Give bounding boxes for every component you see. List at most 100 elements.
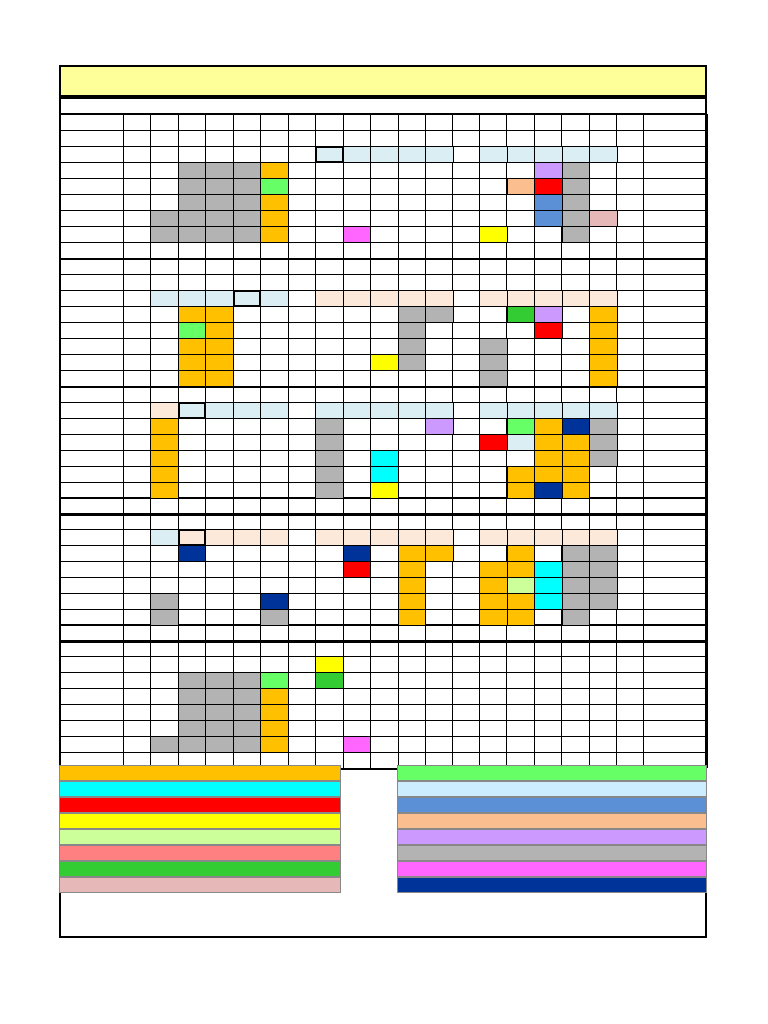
gray-cell bbox=[562, 210, 590, 227]
yellow-cell bbox=[479, 226, 508, 243]
gray-cell bbox=[205, 704, 234, 721]
orange-cell bbox=[260, 688, 289, 705]
row-line bbox=[59, 258, 707, 259]
orange-cell bbox=[205, 306, 234, 323]
orange-cell bbox=[534, 434, 563, 451]
weekday-header-cell bbox=[260, 290, 289, 307]
row-line bbox=[59, 736, 707, 737]
legend-swatch-left bbox=[59, 845, 341, 861]
gray-cell bbox=[233, 736, 261, 753]
col-line bbox=[479, 114, 480, 258]
orange-cell bbox=[534, 450, 563, 467]
col-line bbox=[506, 114, 507, 258]
row-line bbox=[59, 226, 707, 227]
col-line bbox=[123, 497, 124, 641]
gray-cell bbox=[150, 736, 179, 753]
col-line bbox=[643, 370, 644, 514]
gray-cell bbox=[315, 482, 344, 499]
gray-cell bbox=[178, 720, 206, 737]
weekday-header-cell bbox=[370, 146, 399, 163]
col-line bbox=[150, 114, 151, 258]
orange-cell bbox=[534, 466, 563, 483]
gray-cell bbox=[233, 688, 261, 705]
col-line bbox=[643, 624, 644, 768]
weekday-header-cell bbox=[233, 529, 261, 546]
col-line bbox=[315, 258, 316, 386]
row-line bbox=[59, 561, 707, 562]
orange-cell bbox=[178, 370, 206, 387]
gray-cell bbox=[589, 418, 618, 435]
gray-cell bbox=[205, 720, 234, 737]
col-line bbox=[643, 497, 644, 641]
orange-cell bbox=[507, 609, 535, 626]
col-line bbox=[398, 370, 399, 514]
col-line bbox=[398, 114, 399, 258]
orange-cell bbox=[562, 466, 590, 483]
orange-cell bbox=[589, 354, 618, 371]
gray-cell bbox=[562, 545, 590, 562]
col-line bbox=[315, 497, 316, 641]
col-line bbox=[370, 624, 371, 768]
gray-cell bbox=[589, 593, 618, 610]
gray-cell bbox=[589, 450, 618, 467]
legend-swatch-left bbox=[59, 813, 341, 829]
navy-cell bbox=[343, 545, 371, 562]
gray-cell bbox=[205, 210, 234, 227]
gray-cell bbox=[178, 194, 206, 211]
legend-swatch-right bbox=[397, 797, 707, 813]
green-cell bbox=[260, 672, 289, 689]
col-line bbox=[123, 370, 124, 514]
col-line bbox=[425, 624, 426, 768]
col-line bbox=[479, 258, 480, 386]
gray-cell bbox=[398, 354, 426, 371]
col-line bbox=[178, 497, 179, 641]
blue-cell bbox=[534, 210, 563, 227]
gray-cell bbox=[479, 370, 508, 387]
weekday-header-cell bbox=[260, 402, 289, 419]
legend-swatch-right bbox=[397, 765, 707, 781]
col-line bbox=[452, 624, 453, 768]
sheet-title-band bbox=[59, 65, 707, 97]
col-line bbox=[288, 370, 289, 514]
gray-cell bbox=[178, 226, 206, 243]
gray-cell bbox=[479, 338, 508, 355]
gray-cell bbox=[315, 434, 344, 451]
col-line bbox=[59, 258, 60, 386]
orange-cell bbox=[534, 418, 563, 435]
weekday-header-cell bbox=[589, 290, 618, 307]
legend-swatch-right bbox=[397, 781, 707, 797]
gray-cell bbox=[562, 561, 590, 578]
col-line bbox=[150, 497, 151, 641]
orange-cell bbox=[398, 561, 426, 578]
weekday-header-cell bbox=[315, 529, 344, 546]
gray-cell bbox=[233, 704, 261, 721]
gray-cell bbox=[178, 672, 206, 689]
gray-cell bbox=[233, 178, 261, 195]
yellow-cell bbox=[315, 656, 344, 673]
gray-cell bbox=[398, 338, 426, 355]
col-line bbox=[315, 114, 316, 258]
navy-cell bbox=[534, 482, 563, 499]
col-line bbox=[425, 114, 426, 258]
weekday-header-cell bbox=[507, 402, 535, 419]
weekday-header-cell bbox=[507, 290, 535, 307]
legend-swatch-right bbox=[397, 861, 707, 877]
row-line bbox=[59, 752, 707, 753]
col-line bbox=[288, 497, 289, 641]
gray-cell bbox=[205, 672, 234, 689]
orange-cell bbox=[260, 194, 289, 211]
lightblue-cell bbox=[507, 434, 535, 451]
weekday-header-cell bbox=[205, 402, 234, 419]
gray-cell bbox=[479, 354, 508, 371]
orange-cell bbox=[507, 561, 535, 578]
gray-cell bbox=[178, 704, 206, 721]
legend-swatch-left bbox=[59, 861, 341, 877]
lavender-cell bbox=[534, 162, 563, 179]
legend-swatch-right bbox=[397, 877, 707, 893]
weekday-header-cell bbox=[178, 290, 206, 307]
weekday-header-cell bbox=[315, 402, 344, 419]
gray-cell bbox=[233, 226, 261, 243]
gray-cell bbox=[562, 577, 590, 594]
col-line bbox=[707, 624, 708, 768]
weekday-header-cell bbox=[534, 146, 563, 163]
